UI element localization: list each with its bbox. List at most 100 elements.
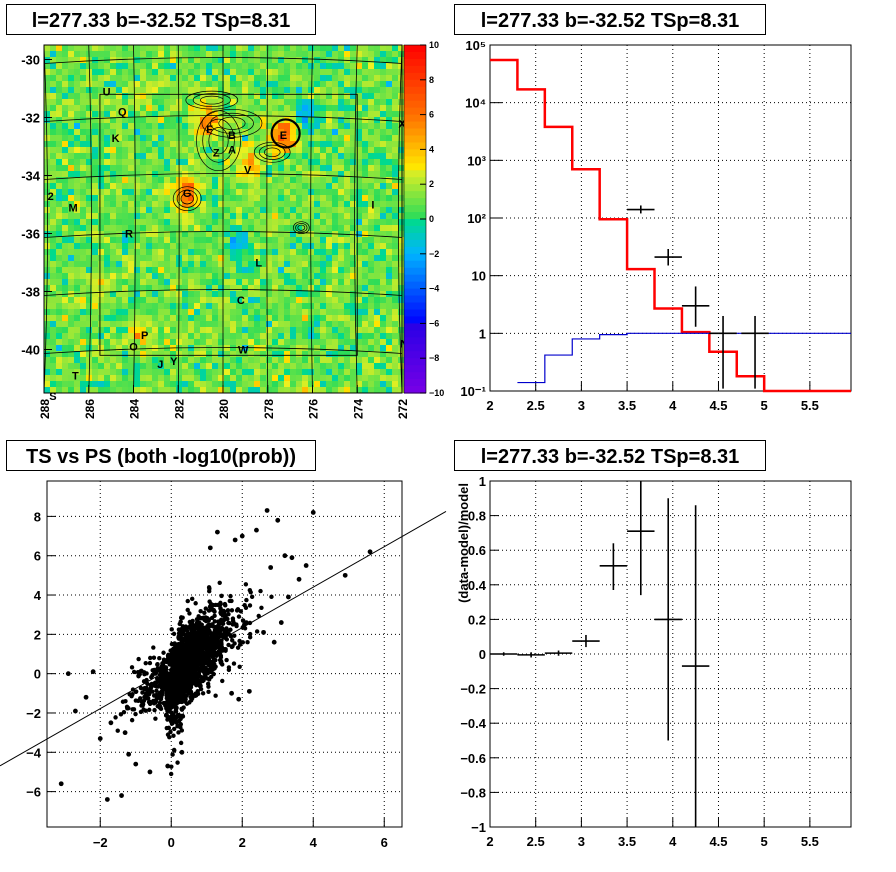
map-pixel (104, 171, 110, 177)
map-pixel (260, 165, 266, 171)
map-pixel (272, 201, 278, 207)
map-pixel (158, 219, 164, 225)
map-pixel (296, 249, 302, 255)
map-pixel (266, 195, 272, 201)
map-pixel (218, 297, 224, 303)
map-pixel (212, 183, 218, 189)
map-pixel (218, 375, 224, 381)
map-pixel (164, 261, 170, 267)
map-pixel (68, 45, 74, 51)
map-pixel (314, 357, 320, 363)
map-pixel (68, 267, 74, 273)
map-pixel (350, 309, 356, 315)
map-pixel (176, 369, 182, 375)
map-pixel (194, 57, 200, 63)
map-pixel (194, 261, 200, 267)
map-pixel (302, 135, 308, 141)
map-pixel (158, 231, 164, 237)
map-pixel (116, 357, 122, 363)
map-pixel (320, 93, 326, 99)
map-pixel (392, 375, 398, 381)
map-pixel (92, 87, 98, 93)
map-pixel (56, 297, 62, 303)
map-pixel (98, 129, 104, 135)
map-pixel (122, 219, 128, 225)
map-pixel (320, 315, 326, 321)
map-pixel (332, 87, 338, 93)
map-pixel (398, 207, 404, 213)
map-pixel (236, 75, 242, 81)
map-pixel (68, 357, 74, 363)
map-pixel (110, 87, 116, 93)
map-pixel (122, 381, 128, 387)
map-pixel (194, 231, 200, 237)
map-pixel (302, 117, 308, 123)
map-pixel (254, 183, 260, 189)
map-pixel (266, 111, 272, 117)
map-pixel (56, 387, 62, 393)
map-pixel (254, 213, 260, 219)
map-pixel (80, 243, 86, 249)
map-pixel (86, 321, 92, 327)
map-pixel (290, 63, 296, 69)
map-pixel (320, 57, 326, 63)
map-pixel (326, 243, 332, 249)
map-pixel (128, 111, 134, 117)
map-pixel (170, 123, 176, 129)
map-pixel (200, 231, 206, 237)
map-pixel (278, 183, 284, 189)
map-pixel (50, 339, 56, 345)
map-pixel (224, 225, 230, 231)
scatter-point (256, 613, 261, 619)
map-pixel (212, 321, 218, 327)
map-pixel (56, 381, 62, 387)
map-pixel (314, 93, 320, 99)
map-pixel (44, 369, 50, 375)
map-pixel (224, 279, 230, 285)
map-pixel (206, 261, 212, 267)
map-pixel (158, 213, 164, 219)
map-pixel (344, 99, 350, 105)
map-pixel (230, 81, 236, 87)
map-pixel (164, 177, 170, 183)
map-pixel (86, 153, 92, 159)
map-pixel (74, 153, 80, 159)
map-pixel (290, 357, 296, 363)
map-pixel (380, 363, 386, 369)
map-pixel (164, 93, 170, 99)
map-pixel (140, 255, 146, 261)
map-pixel (230, 315, 236, 321)
map-pixel (272, 189, 278, 195)
map-pixel (326, 75, 332, 81)
map-pixel (152, 225, 158, 231)
map-pixel (272, 87, 278, 93)
map-pixel (236, 213, 242, 219)
map-pixel (188, 351, 194, 357)
map-pixel (386, 81, 392, 87)
map-pixel (296, 171, 302, 177)
map-pixel (92, 333, 98, 339)
map-pixel (398, 135, 404, 141)
map-pixel (194, 129, 200, 135)
map-pixel (380, 135, 386, 141)
map-pixel (374, 135, 380, 141)
map-pixel (260, 153, 266, 159)
map-pixel (230, 111, 236, 117)
map-pixel (314, 261, 320, 267)
map-pixel (98, 213, 104, 219)
map-pixel (44, 321, 50, 327)
map-pixel (116, 195, 122, 201)
map-pixel (254, 105, 260, 111)
map-pixel (254, 123, 260, 129)
map-pixel (128, 207, 134, 213)
map-pixel (146, 69, 152, 75)
map-pixel (332, 315, 338, 321)
map-pixel (128, 303, 134, 309)
map-pixel (218, 339, 224, 345)
x-tick-label: 4 (669, 398, 677, 413)
map-pixel (302, 87, 308, 93)
map-pixel (230, 69, 236, 75)
map-pixel (398, 177, 404, 183)
map-pixel (350, 291, 356, 297)
